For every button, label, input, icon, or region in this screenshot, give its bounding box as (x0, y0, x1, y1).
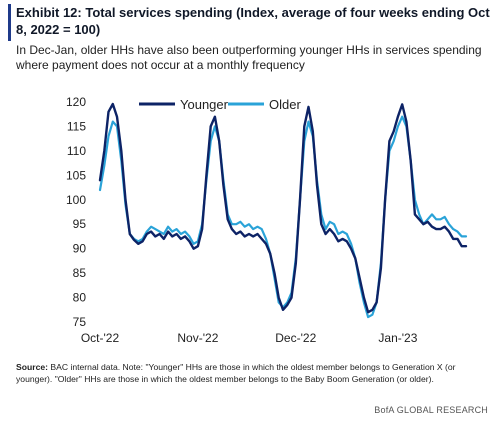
y-tick-label: 115 (67, 119, 86, 133)
chart-subtitle: In Dec-Jan, older HHs have also been out… (16, 43, 482, 72)
source-text: BAC internal data. Note: "Younger" HHs a… (16, 362, 456, 384)
y-tick-label: 80 (73, 291, 87, 305)
series-layer (98, 102, 468, 319)
x-axis-ticks: Oct-'22 Nov-'22 Dec-'22 Jan-'23 (81, 331, 418, 345)
legend-label-younger: Younger (180, 97, 229, 112)
y-tick-label: 95 (73, 217, 87, 231)
chart-legend: Younger Older (139, 97, 301, 112)
y-tick-label: 75 (73, 315, 87, 329)
y-tick-label: 110 (67, 144, 86, 158)
x-tick-label: Nov-'22 (177, 331, 218, 345)
title-accent-bar (8, 4, 11, 41)
research-credit: BofA GLOBAL RESEARCH (374, 405, 488, 415)
legend-label-older: Older (269, 97, 301, 112)
y-tick-label: 105 (66, 168, 86, 182)
x-tick-label: Oct-'22 (81, 331, 120, 345)
chart-title: Exhibit 12: Total services spending (Ind… (16, 5, 490, 37)
x-tick-label: Dec-'22 (275, 331, 316, 345)
series-line-younger (98, 102, 468, 314)
line-chart: 75 80 85 90 95 100 105 110 115 120 Oct-'22 Nov-'22… (66, 95, 468, 345)
x-tick-label: Jan-'23 (378, 331, 417, 345)
source-note: Source: BAC internal data. Note: "Younge… (16, 362, 492, 385)
y-axis-ticks: 75 80 85 90 95 100 105 110 115 120 (66, 95, 86, 329)
series-line-older (98, 115, 468, 319)
source-label: Source: (16, 362, 48, 372)
y-tick-label: 85 (73, 266, 87, 280)
y-tick-label: 120 (66, 95, 86, 109)
y-tick-label: 90 (73, 242, 87, 256)
y-tick-label: 100 (66, 193, 86, 207)
